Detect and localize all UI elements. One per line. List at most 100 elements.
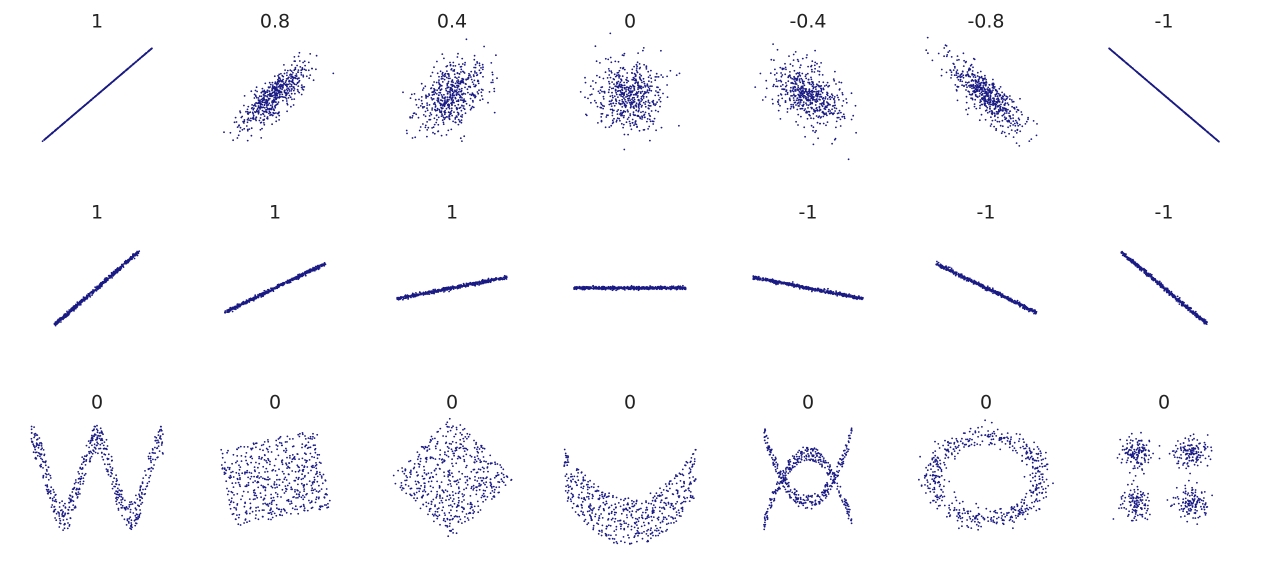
point — [250, 107, 253, 110]
point — [1170, 100, 1173, 103]
point — [589, 85, 592, 88]
point — [255, 116, 258, 119]
point — [613, 117, 615, 120]
point — [246, 129, 249, 132]
point — [438, 82, 441, 85]
point — [617, 96, 619, 98]
point — [625, 78, 627, 81]
point — [819, 117, 822, 119]
point — [956, 69, 959, 71]
point — [63, 121, 66, 124]
point — [948, 50, 951, 52]
point — [631, 96, 634, 99]
point — [624, 100, 627, 103]
scatter-panel — [396, 274, 508, 301]
point — [266, 96, 269, 98]
point — [619, 67, 622, 69]
point — [616, 90, 619, 93]
point — [812, 129, 814, 132]
point — [637, 86, 640, 89]
point — [964, 81, 967, 84]
point — [988, 84, 991, 86]
point — [983, 95, 985, 98]
point — [243, 127, 246, 130]
point — [820, 90, 823, 93]
point — [75, 303, 77, 306]
point — [459, 82, 462, 85]
point — [805, 88, 807, 90]
point — [601, 86, 604, 88]
point — [106, 279, 109, 282]
point — [288, 80, 291, 83]
point — [621, 89, 624, 92]
point — [793, 75, 795, 78]
point — [281, 74, 284, 77]
point — [90, 99, 93, 101]
point — [254, 118, 257, 121]
point — [621, 54, 624, 56]
point — [982, 85, 985, 87]
point — [1012, 124, 1014, 126]
point — [462, 80, 464, 83]
point — [473, 94, 476, 97]
point — [451, 104, 453, 106]
point — [469, 86, 472, 89]
point — [1012, 117, 1014, 119]
point — [291, 279, 294, 282]
point — [286, 89, 289, 92]
point — [641, 104, 643, 107]
point — [623, 84, 626, 87]
point — [274, 98, 277, 100]
point — [998, 120, 1001, 123]
point — [642, 49, 644, 52]
point — [254, 89, 257, 92]
point — [449, 95, 452, 97]
point — [927, 52, 929, 55]
point — [835, 126, 837, 129]
point — [1160, 91, 1163, 94]
point — [481, 63, 484, 66]
point — [958, 58, 960, 61]
point — [973, 87, 976, 89]
point — [789, 76, 792, 79]
point — [616, 74, 618, 77]
point — [460, 121, 463, 124]
point — [495, 54, 497, 57]
panel-label: 1 — [91, 11, 103, 33]
point — [666, 84, 668, 86]
point — [254, 105, 257, 107]
point — [446, 96, 449, 98]
point — [291, 79, 294, 82]
point — [633, 124, 635, 127]
point — [611, 122, 614, 125]
point — [85, 103, 88, 105]
point — [980, 86, 983, 89]
point — [643, 82, 646, 85]
point — [606, 114, 608, 117]
point — [254, 294, 257, 297]
point — [662, 92, 664, 95]
point — [238, 303, 241, 306]
point — [653, 117, 656, 120]
point — [976, 90, 978, 93]
point — [814, 90, 816, 93]
point — [974, 82, 977, 84]
point — [965, 84, 968, 86]
point — [265, 110, 268, 113]
point — [252, 104, 255, 107]
point — [1134, 70, 1137, 72]
point — [226, 309, 229, 312]
point — [73, 306, 76, 309]
point — [797, 124, 799, 126]
point — [774, 68, 776, 71]
point — [1167, 97, 1170, 100]
point — [280, 72, 282, 75]
point — [421, 89, 424, 91]
point — [269, 104, 272, 107]
point — [825, 113, 827, 116]
point — [262, 99, 265, 101]
point — [239, 130, 241, 133]
point — [433, 93, 436, 96]
point — [646, 89, 649, 92]
point — [612, 102, 615, 105]
